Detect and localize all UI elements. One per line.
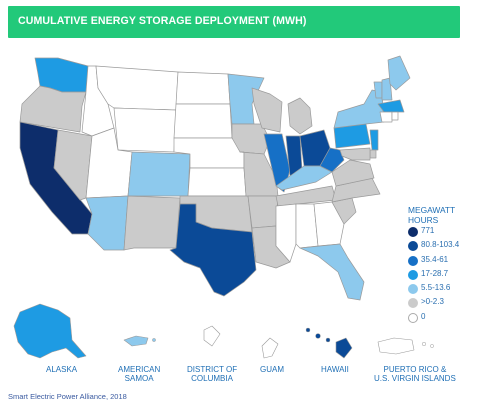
state-nv bbox=[53, 129, 93, 201]
label-dc-2: COLUMBIA bbox=[191, 374, 233, 383]
legend-item: 771 bbox=[408, 225, 468, 239]
legend-item: >0-2.3 bbox=[408, 296, 468, 310]
state-or bbox=[19, 85, 87, 133]
label-puerto-rico: PUERTO RICO & U.S. VIRGIN ISLANDS bbox=[374, 365, 456, 383]
hawaii-island-1 bbox=[305, 327, 311, 333]
legend-label: 771 bbox=[421, 226, 435, 235]
legend-title: MEGAWATT HOURS bbox=[408, 205, 468, 225]
state-ma bbox=[377, 99, 405, 113]
state-mi bbox=[287, 97, 313, 135]
legend: MEGAWATT HOURS 771 80.8-103.4 35.4-61 17-28… bbox=[408, 205, 468, 325]
puerto-rico-inset bbox=[377, 337, 415, 355]
state-wy bbox=[113, 107, 177, 153]
label-dc-1: DISTRICT OF bbox=[187, 365, 238, 374]
legend-label: 35.4-61 bbox=[421, 254, 449, 264]
legend-swatch bbox=[408, 241, 418, 252]
state-md bbox=[339, 147, 371, 161]
legend-swatch bbox=[408, 269, 418, 280]
legend-swatch bbox=[408, 298, 418, 309]
label-dc: DISTRICT OF COLUMBIA bbox=[187, 365, 237, 383]
virgin-islands-2 bbox=[430, 344, 434, 348]
american-samoa-inset bbox=[123, 335, 149, 347]
label-pr-2: U.S. VIRGIN ISLANDS bbox=[374, 374, 456, 383]
state-ar bbox=[247, 195, 279, 229]
state-az bbox=[85, 195, 129, 251]
state-nh bbox=[381, 77, 393, 101]
legend-item: 80.8-103.4 bbox=[408, 239, 468, 253]
legend-swatch bbox=[408, 227, 418, 237]
legend-items: 771 80.8-103.4 35.4-61 17-28.7 5.5-13.6 >0-2.… bbox=[408, 225, 468, 325]
label-hawaii: HAWAII bbox=[321, 365, 349, 374]
legend-swatch bbox=[408, 255, 418, 266]
state-me bbox=[387, 55, 411, 91]
legend-item: 35.4-61 bbox=[408, 254, 468, 268]
state-nj bbox=[369, 129, 379, 151]
state-ga bbox=[313, 201, 345, 247]
legend-item: 0 bbox=[408, 311, 468, 325]
label-american-samoa: AMERICAN SAMOA bbox=[118, 365, 160, 383]
alaska-inset bbox=[13, 303, 87, 359]
state-sd bbox=[173, 103, 233, 139]
label-guam: GUAM bbox=[260, 365, 284, 374]
state-wv bbox=[319, 147, 345, 173]
state-nd bbox=[175, 71, 231, 105]
state-ms bbox=[275, 203, 297, 263]
state-mt bbox=[95, 65, 179, 111]
state-ct bbox=[379, 111, 393, 123]
legend-item: 17-28.7 bbox=[408, 268, 468, 282]
state-va bbox=[331, 159, 375, 187]
guam-inset bbox=[261, 337, 279, 359]
label-alaska: ALASKA bbox=[46, 365, 78, 374]
legend-label: 5.5-13.6 bbox=[421, 283, 451, 293]
map-title: CUMULATIVE ENERGY STORAGE DEPLOYMENT (MW… bbox=[18, 15, 307, 27]
state-wi bbox=[251, 87, 283, 133]
legend-title-line2: HOURS bbox=[408, 215, 439, 225]
label-samoa-1: AMERICAN bbox=[118, 365, 161, 374]
title-banner: CUMULATIVE ENERGY STORAGE DEPLOYMENT (MW… bbox=[8, 6, 460, 38]
virgin-islands-1 bbox=[421, 341, 427, 347]
samoa-islet bbox=[152, 338, 156, 342]
legend-label: >0-2.3 bbox=[421, 297, 444, 307]
state-de bbox=[369, 149, 377, 159]
legend-label: 80.8-103.4 bbox=[421, 240, 460, 250]
label-samoa-2: SAMOA bbox=[124, 374, 154, 383]
source-credit: Smart Electric Power Alliance, 2018 bbox=[8, 392, 127, 401]
legend-swatch bbox=[408, 312, 418, 323]
legend-title-line1: MEGAWATT bbox=[408, 205, 456, 215]
state-ri bbox=[391, 111, 399, 121]
hawaii-island-2 bbox=[315, 333, 321, 339]
legend-label: 0 bbox=[421, 311, 426, 321]
hawaii-island-big bbox=[335, 337, 353, 359]
state-fl bbox=[299, 243, 365, 301]
state-nm bbox=[123, 195, 181, 251]
legend-item: 5.5-13.6 bbox=[408, 282, 468, 296]
legend-swatch bbox=[408, 284, 418, 295]
label-pr-1: PUERTO RICO & bbox=[383, 365, 447, 374]
state-il bbox=[263, 133, 291, 193]
state-co bbox=[127, 151, 191, 197]
hawaii-island-3 bbox=[325, 337, 331, 343]
state-ks bbox=[187, 167, 247, 197]
dc-inset bbox=[203, 325, 221, 347]
state-tx bbox=[169, 203, 257, 297]
legend-label: 17-28.7 bbox=[421, 268, 449, 278]
